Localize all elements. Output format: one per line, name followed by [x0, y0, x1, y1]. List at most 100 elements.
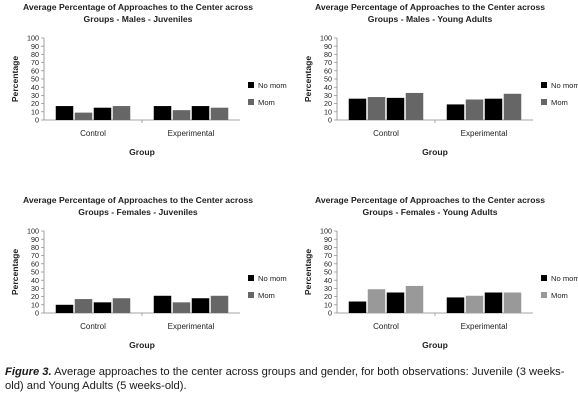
chart-1-y-tick-label: 20 [31, 99, 39, 108]
chart-3-bar-mom [172, 302, 191, 313]
chart-4-legend-swatch [541, 292, 547, 298]
chart-2-bar-no-mom [484, 98, 503, 120]
chart-4-category-label: Control [373, 322, 399, 331]
chart-2-x-axis-label: Group [422, 147, 448, 157]
chart-1-bar-no-mom [93, 107, 112, 120]
chart-4-y-tick-label: 30 [324, 284, 332, 293]
chart-3-y-tick-label: 20 [31, 292, 39, 301]
chart-3-bar-no-mom [153, 295, 172, 313]
figure-caption-text: Average approaches to the center across … [5, 366, 565, 392]
chart-2-legend-swatch [541, 82, 547, 88]
chart-1-y-tick-label: 0 [35, 116, 39, 125]
chart-1-bar-no-mom [55, 106, 74, 120]
chart-2-bar-no-mom [446, 104, 465, 120]
chart-3-category-label: Experimental [168, 322, 215, 331]
chart-4-bar-no-mom [484, 292, 503, 313]
chart-3-y-tick-label: 40 [31, 276, 39, 285]
chart-4-y-tick-label: 100 [320, 227, 332, 236]
chart-3-y-axis-label: Percentage [10, 249, 20, 296]
chart-2-y-tick-label: 60 [324, 66, 332, 75]
chart-1-y-tick-label: 80 [31, 50, 39, 59]
chart-1-legend-label: Mom [258, 98, 275, 107]
chart-3-legend-label: Mom [258, 291, 275, 300]
chart-4-bar-no-mom [446, 297, 465, 313]
chart-2-title-line: Groups - Males - Young Adults [368, 14, 493, 24]
chart-4-y-tick-label: 70 [324, 251, 332, 260]
chart-1-y-tick-label: 40 [31, 83, 39, 92]
chart-2-legend-label: Mom [551, 98, 568, 107]
chart-4-bar-mom [367, 289, 386, 313]
chart-3-y-tick-label: 50 [31, 268, 39, 277]
chart-3-y-tick-label: 60 [31, 259, 39, 268]
chart-3-bar-no-mom [93, 302, 112, 313]
chart-1-category-label: Experimental [168, 129, 215, 138]
chart-1-category-label: Control [80, 129, 106, 138]
chart-1-y-tick-label: 50 [31, 75, 39, 84]
chart-4-title-line: Average Percentage of Approaches to the … [315, 195, 545, 205]
chart-1-y-tick-label: 30 [31, 91, 39, 100]
chart-3-bar-no-mom [55, 304, 74, 313]
chart-1-legend-label: No mom [258, 81, 287, 90]
chart-3-legend-label: No mom [258, 274, 287, 283]
chart-4-y-tick-label: 20 [324, 292, 332, 301]
chart-2-bar-mom [465, 99, 484, 120]
chart-1-title-line: Average Percentage of Approaches to the … [23, 2, 253, 12]
figure-charts: Average Percentage of Approaches to the … [10, 2, 578, 350]
chart-2-legend-label: No mom [551, 81, 578, 90]
chart-4-bar-mom [503, 292, 522, 313]
chart-2-bar-mom [405, 92, 424, 120]
chart-4-y-tick-label: 80 [324, 243, 332, 252]
chart-2-y-tick-label: 40 [324, 83, 332, 92]
chart-1-y-tick-label: 100 [27, 34, 39, 43]
chart-2-y-tick-label: 100 [320, 34, 332, 43]
chart-2-y-tick-label: 30 [324, 91, 332, 100]
chart-3-title-line: Average Percentage of Approaches to the … [23, 195, 253, 205]
chart-2-category-label: Experimental [461, 129, 508, 138]
chart-3-bar-mom [210, 295, 229, 313]
chart-1-y-tick-label: 70 [31, 58, 39, 67]
chart-3-y-tick-label: 90 [31, 235, 39, 244]
chart-2-title-line: Average Percentage of Approaches to the … [315, 2, 545, 12]
chart-4-legend-label: Mom [551, 291, 568, 300]
chart-1-bar-mom [74, 112, 93, 120]
chart-4-legend-swatch [541, 275, 547, 281]
figure-caption: Figure 3. Average approaches to the cent… [5, 365, 573, 393]
chart-1-bar-mom [172, 110, 191, 120]
chart-4-bar-mom [405, 285, 424, 313]
chart-3-y-tick-label: 0 [35, 309, 39, 318]
chart-2-y-axis-label: Percentage [303, 56, 313, 103]
chart-4-y-tick-label: 40 [324, 276, 332, 285]
chart-1-x-axis-label: Group [129, 147, 155, 157]
chart-4-y-tick-label: 0 [328, 309, 332, 318]
chart-1-legend-swatch [248, 82, 254, 88]
chart-2-y-tick-label: 0 [328, 116, 332, 125]
chart-1-bar-no-mom [153, 106, 172, 120]
chart-3-bar-no-mom [191, 298, 210, 313]
chart-1-bar-mom [210, 107, 229, 120]
chart-2-y-tick-label: 50 [324, 75, 332, 84]
chart-2-category-label: Control [373, 129, 399, 138]
chart-2-y-tick-label: 90 [324, 42, 332, 51]
chart-2-bar-no-mom [348, 98, 367, 120]
chart-3-legend-swatch [248, 292, 254, 298]
figure-label: Figure 3. [5, 366, 52, 378]
chart-4-legend-label: No mom [551, 274, 578, 283]
chart-1-title-line: Groups - Males - Juveniles [84, 14, 193, 24]
chart-1-legend-swatch [248, 99, 254, 105]
chart-2-y-tick-label: 70 [324, 58, 332, 67]
chart-3-y-tick-label: 30 [31, 284, 39, 293]
chart-3-y-tick-label: 100 [27, 227, 39, 236]
chart-4-y-tick-label: 90 [324, 235, 332, 244]
chart-4-y-axis-label: Percentage [303, 249, 313, 296]
chart-4-title-line: Groups - Females - Young Adults [363, 207, 498, 217]
chart-4-bar-mom [465, 295, 484, 313]
chart-2-y-tick-label: 80 [324, 50, 332, 59]
chart-2-bar-mom [503, 93, 522, 120]
chart-1-y-axis-label: Percentage [10, 56, 20, 103]
chart-1-y-tick-label: 90 [31, 42, 39, 51]
chart-4-y-tick-label: 50 [324, 268, 332, 277]
chart-1-bar-mom [112, 106, 131, 120]
chart-3-x-axis-label: Group [129, 340, 155, 350]
chart-3-title-line: Groups - Females - Juveniles [78, 207, 198, 217]
chart-3-bar-mom [74, 299, 93, 313]
